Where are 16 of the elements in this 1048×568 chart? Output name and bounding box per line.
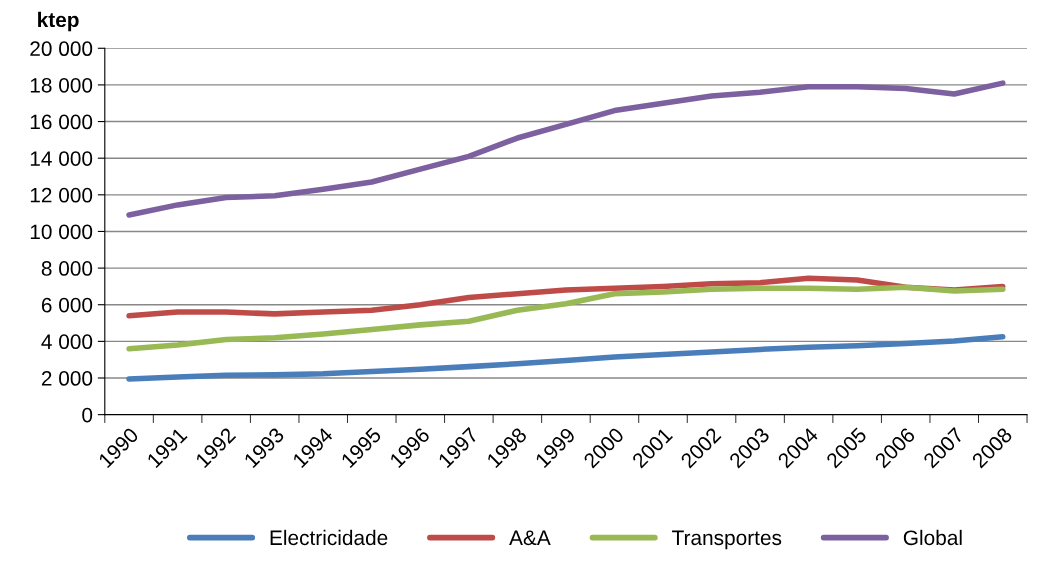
y-tick-label: 6 000 (41, 297, 93, 313)
y-tick-label: 10 000 (30, 224, 93, 240)
y-tick-label: 12 000 (30, 187, 93, 203)
legend-label: A&A (509, 530, 551, 546)
y-tick-label: 20 000 (30, 41, 93, 57)
legend-label: Transportes (672, 530, 782, 550)
y-tick-label: 18 000 (30, 77, 93, 93)
legend-label: Electricidade (270, 529, 388, 546)
y-tick-label: 14 000 (30, 151, 93, 166)
y-tick-label: 8 000 (41, 261, 93, 276)
legend-label: Global (903, 529, 962, 546)
y-tick-label: 2 000 (41, 371, 93, 386)
y-tick-label: 0 (82, 407, 93, 423)
y-tick-label: 16 000 (30, 114, 93, 130)
y-axis-title: ktep (38, 11, 79, 32)
y-tick-label: 4 000 (41, 334, 93, 350)
